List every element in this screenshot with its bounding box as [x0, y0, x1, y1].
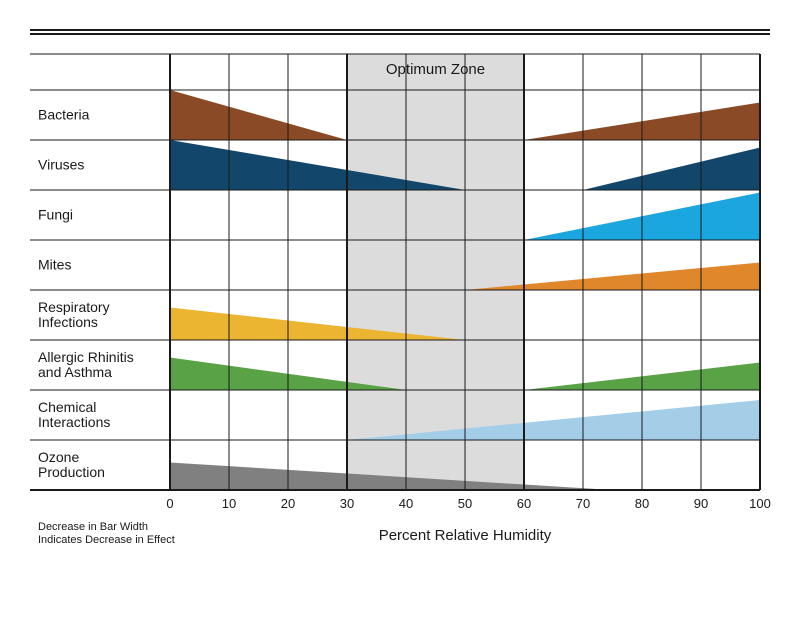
x-tick-label: 20 — [281, 496, 295, 511]
x-tick-label: 80 — [635, 496, 649, 511]
optimum-zone-label-svg: Optimum Zone — [386, 61, 485, 78]
effect-wedge — [170, 90, 347, 140]
x-tick-label: 10 — [222, 496, 236, 511]
row-label: Mites — [38, 257, 71, 273]
row-label: RespiratoryInfections — [38, 299, 110, 330]
row-label: Bacteria — [38, 107, 90, 123]
x-tick-label: 50 — [458, 496, 472, 511]
row-label: OzoneProduction — [38, 449, 105, 480]
row-label: Allergic Rhinitisand Asthma — [38, 349, 134, 380]
x-tick-label: 60 — [517, 496, 531, 511]
x-axis-title-svg: Percent Relative Humidity — [379, 527, 552, 544]
optimum-zone-band — [347, 54, 524, 490]
x-tick-label: 0 — [166, 496, 173, 511]
row-label: Viruses — [38, 157, 84, 173]
x-tick-label: 100 — [749, 496, 771, 511]
x-tick-label: 30 — [340, 496, 354, 511]
row-label: ChemicalInteractions — [38, 399, 110, 430]
row-label: Fungi — [38, 207, 73, 223]
x-tick-label: 70 — [576, 496, 590, 511]
chart-footnote: Decrease in Bar WidthIndicates Decrease … — [38, 521, 175, 546]
x-tick-label: 90 — [694, 496, 708, 511]
x-tick-label: 40 — [399, 496, 413, 511]
effect-wedge — [583, 148, 760, 191]
humidity-chart: Optimum Zone Bacteria Viruses Fungi Mites Res… — [20, 20, 780, 620]
